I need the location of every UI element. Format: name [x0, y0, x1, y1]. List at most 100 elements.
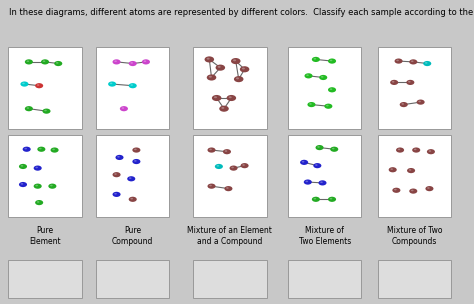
Circle shape [330, 147, 338, 152]
Circle shape [228, 96, 232, 98]
Circle shape [221, 107, 224, 109]
Circle shape [317, 146, 320, 148]
Circle shape [330, 60, 332, 61]
FancyBboxPatch shape [96, 47, 170, 129]
Circle shape [116, 155, 124, 160]
Circle shape [130, 198, 133, 199]
Text: Pure
Compound: Pure Compound [112, 226, 154, 246]
Circle shape [320, 181, 323, 183]
Circle shape [396, 147, 404, 153]
Circle shape [409, 59, 417, 64]
Circle shape [392, 188, 401, 193]
Circle shape [224, 186, 232, 191]
Circle shape [51, 147, 59, 153]
Circle shape [205, 56, 214, 63]
Circle shape [425, 186, 434, 191]
Circle shape [44, 110, 47, 111]
Circle shape [400, 102, 408, 107]
Circle shape [128, 83, 137, 88]
Circle shape [312, 57, 320, 62]
Circle shape [27, 107, 29, 109]
Circle shape [112, 59, 120, 64]
FancyBboxPatch shape [96, 135, 170, 217]
Circle shape [41, 59, 49, 64]
Circle shape [313, 163, 321, 168]
Circle shape [223, 149, 231, 154]
Circle shape [134, 149, 137, 150]
Circle shape [411, 60, 413, 62]
Circle shape [207, 58, 210, 60]
Circle shape [128, 197, 137, 202]
Circle shape [23, 147, 31, 152]
Circle shape [401, 103, 404, 105]
Circle shape [21, 165, 23, 167]
Circle shape [391, 168, 393, 170]
Circle shape [218, 66, 221, 68]
FancyBboxPatch shape [288, 260, 361, 298]
Circle shape [412, 147, 420, 153]
Circle shape [408, 81, 410, 83]
Circle shape [132, 147, 140, 153]
Circle shape [130, 62, 133, 64]
Circle shape [236, 78, 239, 79]
Circle shape [316, 145, 324, 150]
Circle shape [34, 165, 42, 171]
Circle shape [304, 179, 312, 185]
Circle shape [207, 74, 216, 81]
Circle shape [306, 74, 309, 76]
Circle shape [328, 87, 336, 92]
Text: In these diagrams, different atoms are represented by different colors.  Classif: In these diagrams, different atoms are r… [9, 8, 474, 17]
Circle shape [216, 64, 225, 71]
FancyBboxPatch shape [8, 135, 82, 217]
Circle shape [122, 107, 124, 109]
Text: Mixture of Two
Compounds: Mixture of Two Compounds [387, 226, 443, 246]
Circle shape [37, 201, 39, 203]
Circle shape [214, 96, 217, 98]
Circle shape [302, 161, 304, 163]
Circle shape [414, 149, 417, 150]
Circle shape [419, 101, 421, 102]
Circle shape [110, 83, 112, 84]
Circle shape [314, 58, 316, 60]
Circle shape [425, 62, 428, 64]
Circle shape [209, 149, 212, 150]
Circle shape [330, 88, 332, 90]
Circle shape [120, 106, 128, 111]
Circle shape [406, 80, 414, 85]
Text: Mixture of an Element
and a Compound: Mixture of an Element and a Compound [187, 226, 273, 246]
Circle shape [209, 185, 212, 186]
Circle shape [321, 76, 323, 78]
Circle shape [112, 192, 120, 197]
Circle shape [394, 58, 402, 64]
Circle shape [226, 187, 228, 189]
Circle shape [21, 183, 23, 185]
FancyBboxPatch shape [378, 135, 451, 217]
FancyBboxPatch shape [8, 260, 82, 298]
Circle shape [305, 181, 308, 182]
FancyBboxPatch shape [288, 47, 361, 129]
Circle shape [242, 164, 245, 166]
Circle shape [56, 62, 58, 64]
Circle shape [319, 75, 327, 80]
Circle shape [398, 149, 401, 150]
Circle shape [389, 167, 397, 172]
Circle shape [132, 159, 140, 164]
Circle shape [114, 193, 117, 195]
Circle shape [128, 61, 137, 66]
Circle shape [37, 147, 46, 152]
Circle shape [225, 150, 227, 152]
Circle shape [127, 176, 135, 181]
Circle shape [36, 185, 38, 186]
FancyBboxPatch shape [378, 47, 451, 129]
Circle shape [219, 105, 229, 112]
Circle shape [27, 60, 29, 62]
Circle shape [300, 160, 308, 165]
Circle shape [240, 163, 249, 168]
Circle shape [409, 188, 417, 194]
Circle shape [43, 109, 51, 114]
Circle shape [114, 173, 117, 175]
Circle shape [25, 106, 33, 111]
Circle shape [39, 148, 42, 149]
FancyBboxPatch shape [193, 47, 266, 129]
Circle shape [35, 83, 43, 88]
